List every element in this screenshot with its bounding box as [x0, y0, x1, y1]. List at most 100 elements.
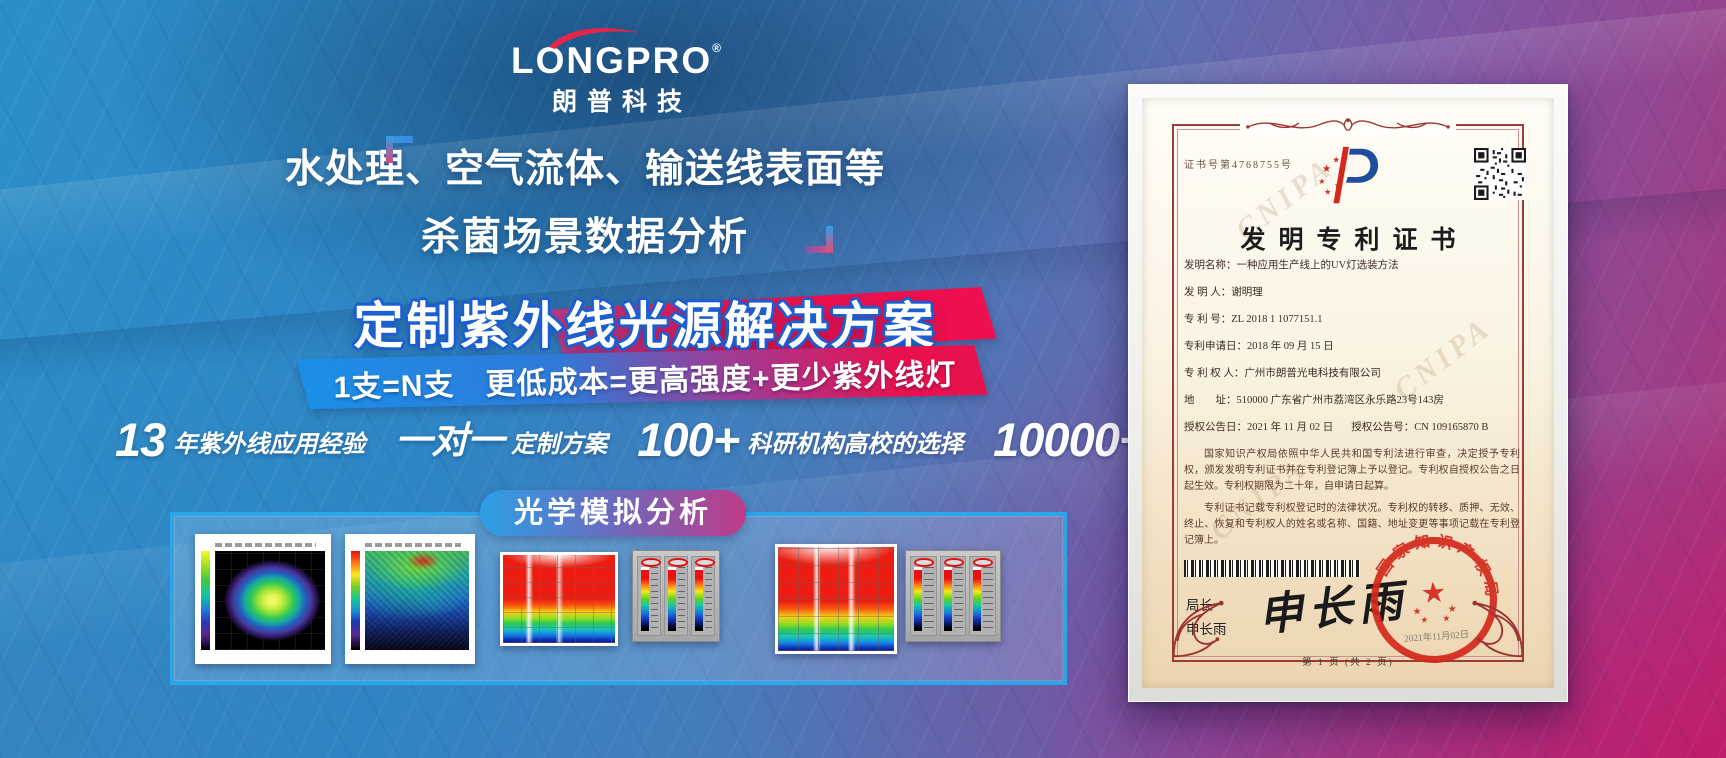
stat-value: 13	[115, 413, 166, 466]
svg-text:★: ★	[1322, 163, 1332, 175]
director-block: 局长 申长雨	[1186, 594, 1227, 642]
cert-field-value: 一种应用生产线上的UV灯选装方法	[1236, 260, 1399, 271]
registered-mark: ®	[712, 41, 723, 55]
colorbar-column	[664, 556, 688, 636]
cert-field-row: 发 明 人：谢明理	[1184, 285, 1520, 300]
barcode	[1184, 560, 1360, 577]
colorbar	[695, 567, 703, 631]
plot-caption	[215, 543, 317, 547]
stat-value: 10000+	[993, 413, 1146, 466]
highlight-oval	[943, 558, 964, 567]
cert-field-row: 授权公告日：2021 年 11 月 02 日 授权公告号：CN 109165870…	[1184, 420, 1520, 435]
svg-text:★: ★	[1412, 606, 1422, 618]
colorbar	[914, 567, 922, 631]
optical-simulation-box: 光学模拟分析	[170, 490, 1067, 685]
cert-paragraph: 国家知识产权局依照中华人民共和国专利法进行审查，决定授予专利权，颁发发明专利证书…	[1184, 449, 1520, 492]
heatmap-plot	[503, 555, 615, 643]
official-seal-icon: 国家知识产权局 ★ ★ ★ ★ ★ 2021年11月02日	[1371, 530, 1502, 663]
colorbar-column	[910, 556, 937, 636]
irradiance-contour-plot	[215, 551, 325, 650]
cert-field-row: 专利申请日：2018 年 09 月 15 日	[1184, 339, 1520, 354]
colorbar	[201, 551, 210, 650]
colorbar-column	[969, 556, 997, 636]
cert-field-label: 专利申请日：	[1184, 341, 1247, 352]
svg-text:★: ★	[1420, 577, 1448, 610]
simulation-badge: 光学模拟分析	[480, 490, 746, 536]
director-name: 申长雨	[1186, 622, 1227, 637]
certificate-title: 发明专利证书	[1240, 227, 1469, 254]
qr-code	[1474, 148, 1526, 200]
cert-field-row: 发明名称：一种应用生产线上的UV灯选装方法	[1184, 258, 1520, 273]
svg-text:★: ★	[1447, 604, 1457, 616]
svg-text:★: ★	[1318, 177, 1325, 186]
tick-labels	[924, 567, 934, 629]
highlight-oval	[695, 558, 715, 567]
ornament-icon	[1240, 113, 1456, 137]
colorbar-column	[637, 556, 661, 636]
highlight-oval	[914, 558, 934, 567]
cert-field-value: CN 109165870 B	[1414, 422, 1489, 433]
sim-scale-panel	[632, 550, 720, 642]
cert-field-value: 谢明理	[1231, 287, 1263, 298]
logo-swoosh-icon	[549, 28, 641, 49]
sim-contour-plot-panel	[195, 534, 331, 664]
corner-flourish-icon	[1172, 600, 1224, 658]
cert-field-label: 发明名称：	[1184, 260, 1237, 271]
cert-field-row: 地 址：510000 广东省广州市荔湾区永乐路23号143房	[1184, 393, 1520, 408]
director-label: 局长	[1186, 598, 1213, 613]
sim-noise-plot-panel	[345, 534, 475, 664]
cert-field-label: 授权公告号：	[1351, 422, 1415, 433]
cert-field-row: 专 利 权 人：广州市朗普光电科技有限公司	[1184, 366, 1520, 381]
patent-certificate: CNIPA CNIPA CNIPA 证书号第4768755号	[1128, 84, 1568, 702]
cert-field-value: ZL 2018 1 1077151.1	[1231, 314, 1323, 325]
logo-wordmark: LONGPRO®	[511, 42, 723, 79]
banner-title: 定制紫外线光源解决方案	[353, 298, 937, 354]
certificate-frame: CNIPA CNIPA CNIPA 证书号第4768755号	[1128, 84, 1568, 702]
cnipa-emblem-icon: ★ ★ ★ ★ ★	[1318, 146, 1379, 204]
heading-line2: 杀菌场景数据分析	[420, 216, 749, 259]
logo-text: LONGPRO	[511, 40, 713, 81]
tick-labels	[705, 567, 712, 629]
highlight-oval	[641, 558, 661, 567]
longpro-logo: LONGPRO® 朗普科技	[477, 26, 757, 118]
solution-banner: 定制紫外线光源解决方案 1支=N支 更低成本=更高强度+更少紫外线灯	[295, 287, 997, 409]
tick-labels	[983, 567, 994, 629]
tick-labels	[678, 567, 685, 629]
cert-field-value: 2018 年 09 月 15 日	[1247, 341, 1334, 352]
cert-paragraph: 专利证书记载专利权登记时的法律状况。专利权的转移、质押、无效、终止、恢复和专利权…	[1184, 503, 1520, 546]
cert-field-value: 广州市朗普光电科技有限公司	[1244, 368, 1381, 379]
irradiance-noise-plot	[365, 551, 469, 650]
colorbar	[351, 551, 360, 650]
tick-labels	[651, 567, 658, 629]
sim-heatmap-panel	[500, 552, 618, 646]
svg-text:★: ★	[1332, 154, 1340, 164]
colorbar-column	[691, 556, 715, 636]
certificate-paper: CNIPA CNIPA CNIPA 证书号第4768755号	[1142, 98, 1554, 688]
colorbar	[943, 567, 952, 631]
cert-field-label: 授权公告日：	[1184, 422, 1247, 433]
svg-text:★: ★	[1420, 614, 1429, 625]
cert-page-number: 第 1 页 (共 2 页)	[1302, 658, 1394, 668]
heatmap-plot	[778, 547, 894, 651]
stat-value: 一对一	[395, 420, 504, 462]
colorbar	[641, 567, 649, 631]
cert-field-value: 2021 年 11 月 02 日	[1247, 422, 1334, 433]
svg-text:★: ★	[1324, 187, 1331, 196]
stats-row: 13 年紫外线应用经验 一对一 定制方案 100+ 科研机构高校的选择 1000…	[115, 413, 1297, 466]
cert-field-label: 专 利 号：	[1184, 314, 1232, 325]
certificate-fields: 发明名称：一种应用生产线上的UV灯选装方法 发 明 人：谢明理 专 利 号：ZL…	[1184, 258, 1520, 549]
cert-field-row: 专 利 号：ZL 2018 1 1077151.1	[1184, 312, 1520, 327]
stat-value: 100+	[637, 413, 740, 466]
cert-field-label: 地 址：	[1184, 395, 1237, 406]
cert-field-value: 510000 广东省广州市荔湾区永乐路23号143房	[1236, 395, 1444, 406]
cert-field-label: 专 利 权 人：	[1184, 368, 1245, 379]
colorbar	[973, 567, 982, 631]
tick-labels	[953, 567, 964, 629]
svg-text:★: ★	[1334, 182, 1340, 190]
plot-caption	[365, 543, 461, 547]
colorbar	[668, 567, 676, 631]
cert-field-label: 发 明 人：	[1184, 287, 1232, 298]
highlight-oval	[973, 558, 994, 567]
sim-heatmap-panel	[775, 544, 897, 654]
